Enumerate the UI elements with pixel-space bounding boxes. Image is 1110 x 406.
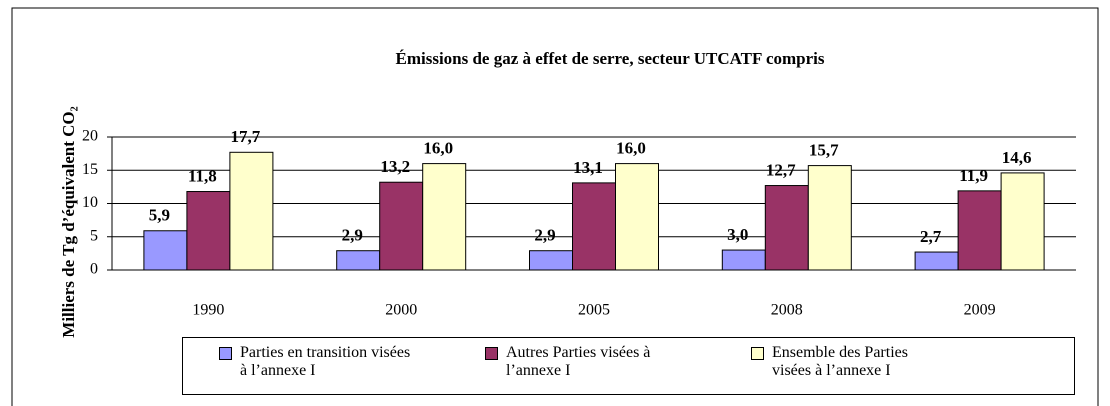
value-label: 11,9 [959,166,988,185]
value-label: 2,7 [920,227,942,246]
x-tick-label: 1990 [192,302,224,319]
legend-swatch [485,347,498,360]
y-axis-title: Milliers de Tg d’équivalent CO₂ [59,106,78,337]
bar [143,230,188,271]
bar [1000,172,1045,271]
legend-label: Ensemble des Parties visées à l’annexe I [772,344,908,379]
bar [422,163,467,271]
value-label: 15,7 [809,141,839,160]
bar [764,185,809,271]
legend-entry: Ensemble des Parties visées à l’annexe I [751,344,937,380]
value-label: 16,0 [616,139,646,158]
y-tick-label: 20 [82,128,98,145]
value-label: 16,0 [423,139,453,158]
bar [615,163,659,271]
bar [529,250,573,271]
legend: Parties en transition visées à l’annexe … [182,337,1075,395]
value-label: 2,9 [534,226,555,245]
value-label: 13,1 [573,158,603,177]
value-label: 14,6 [1002,148,1032,167]
value-label: 12,7 [766,160,796,179]
legend-swatch [751,347,764,360]
y-tick-label: 10 [82,194,98,211]
chart-title: Émissions de gaz à effet de serre, secte… [395,49,824,68]
bar [721,249,766,271]
legend-label: Parties en transition visées à l’annexe … [240,344,411,379]
y-tick-label: 0 [90,261,98,278]
legend-swatch [219,347,232,360]
bar [914,251,959,271]
y-tick-label: 15 [82,161,98,178]
legend-entry: Autres Parties visées à l’annexe I [485,344,671,380]
value-label: 2,9 [342,226,363,245]
value-label: 17,7 [231,127,261,146]
bar [186,191,231,271]
x-tick-label: 2000 [385,302,417,319]
value-label: 5,9 [149,206,170,225]
x-tick-label: 2009 [964,302,996,319]
bar [807,165,852,271]
bar [572,182,616,271]
value-label: 11,8 [188,166,217,185]
legend-label: Autres Parties visées à l’annexe I [506,344,651,379]
bar [336,250,381,271]
legend-entry: Parties en transition visées à l’annexe … [219,344,420,380]
value-label: 3,0 [727,225,748,244]
bar [379,181,424,271]
x-tick-label: 2005 [578,302,610,319]
value-label: 13,2 [380,157,410,176]
y-tick-label: 5 [90,227,98,244]
bar [229,151,274,271]
bar [957,190,1002,271]
frame [11,7,1099,406]
x-tick-label: 2008 [771,302,803,319]
